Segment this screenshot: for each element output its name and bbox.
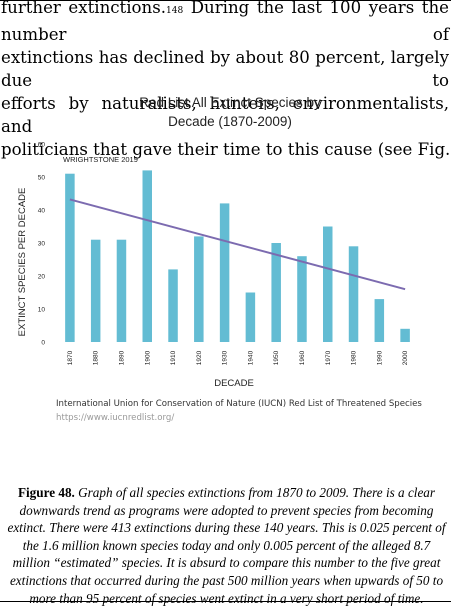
- x-tick-label: 1920: [196, 350, 203, 365]
- bar: [400, 328, 410, 342]
- bar: [323, 226, 333, 342]
- y-tick-labels: 0 10 20 30 40 50 60: [38, 142, 46, 347]
- y-tick-label: 60: [38, 142, 46, 149]
- footnote-ref: 148: [166, 6, 184, 16]
- x-tick-label: 1900: [144, 350, 151, 365]
- caption-text: Graph of all species extinctions from 18…: [7, 485, 446, 606]
- y-axis-label: EXTINCT SPECIES PER DECADE: [17, 188, 28, 337]
- bar: [219, 203, 230, 342]
- x-tick-label: 1960: [299, 350, 306, 365]
- body-line-3: efforts by naturalists, hunters, environ…: [1, 94, 449, 136]
- bar: [271, 243, 281, 342]
- source-line-1: International Union for Conservation of …: [56, 399, 422, 409]
- x-tick-label: 1880: [93, 350, 100, 365]
- caption-label: Figure 48.: [17, 485, 75, 500]
- y-tick-label: 40: [38, 208, 46, 215]
- body-line-2: extinctions has declined by about 80 per…: [1, 48, 449, 90]
- y-tick-label: 10: [38, 307, 46, 314]
- top-rule: [0, 0, 451, 1]
- bar: [116, 239, 127, 342]
- body-paragraph: further extinctions.148 During the last …: [1, 0, 451, 161]
- bar: [168, 269, 178, 342]
- y-tick-label: 50: [38, 175, 46, 182]
- chart-annotation: WRIGHTSTONE 2019: [63, 155, 138, 164]
- body-text-rest: During the last 100 years the number of: [1, 0, 449, 44]
- y-tick-label: 0: [41, 340, 45, 347]
- x-tick-label: 1940: [247, 350, 254, 365]
- y-tick-label: 30: [38, 241, 46, 248]
- body-line-4: politicians that gave their time to this…: [1, 140, 451, 159]
- x-tick-label: 1950: [273, 350, 280, 365]
- bar: [194, 236, 204, 342]
- body-text-start: further extinctions.: [1, 0, 166, 17]
- bar: [65, 173, 75, 342]
- bar: [245, 292, 256, 342]
- x-tick-labels: 1870 1880 1890 1900 1910 1920 1930 1940 1950 1960…: [67, 350, 409, 365]
- bar: [374, 299, 385, 342]
- extinctions-bar-chart: Red List All Extinct Species by Decade (…: [17, 95, 422, 423]
- chart-title-line-2: Decade (1870-2009): [168, 114, 292, 129]
- x-tick-label: 1930: [222, 350, 229, 365]
- bar: [142, 170, 152, 342]
- trend-line: [69, 198, 406, 291]
- x-tick-label: 2000: [402, 350, 409, 365]
- x-tick-label: 1990: [376, 350, 383, 365]
- bar: [348, 246, 359, 342]
- bar: [297, 256, 307, 342]
- source-url: https://www.iucnredlist.org/: [56, 413, 174, 423]
- bars: [65, 170, 410, 342]
- x-tick-label: 1980: [351, 350, 358, 365]
- figure-caption: Figure 48. Graph of all species extincti…: [4, 484, 449, 607]
- bar: [90, 239, 101, 342]
- x-axis-label: DECADE: [214, 378, 254, 389]
- body-line-1: further extinctions.148 During the last …: [1, 0, 449, 46]
- y-tick-label: 20: [38, 274, 46, 281]
- x-tick-label: 1870: [67, 350, 74, 365]
- x-tick-label: 1910: [170, 350, 177, 365]
- x-tick-label: 1970: [325, 350, 332, 365]
- chart-title-line-1: Red List All Extinct Species by: [139, 95, 321, 110]
- x-tick-label: 1890: [118, 350, 125, 365]
